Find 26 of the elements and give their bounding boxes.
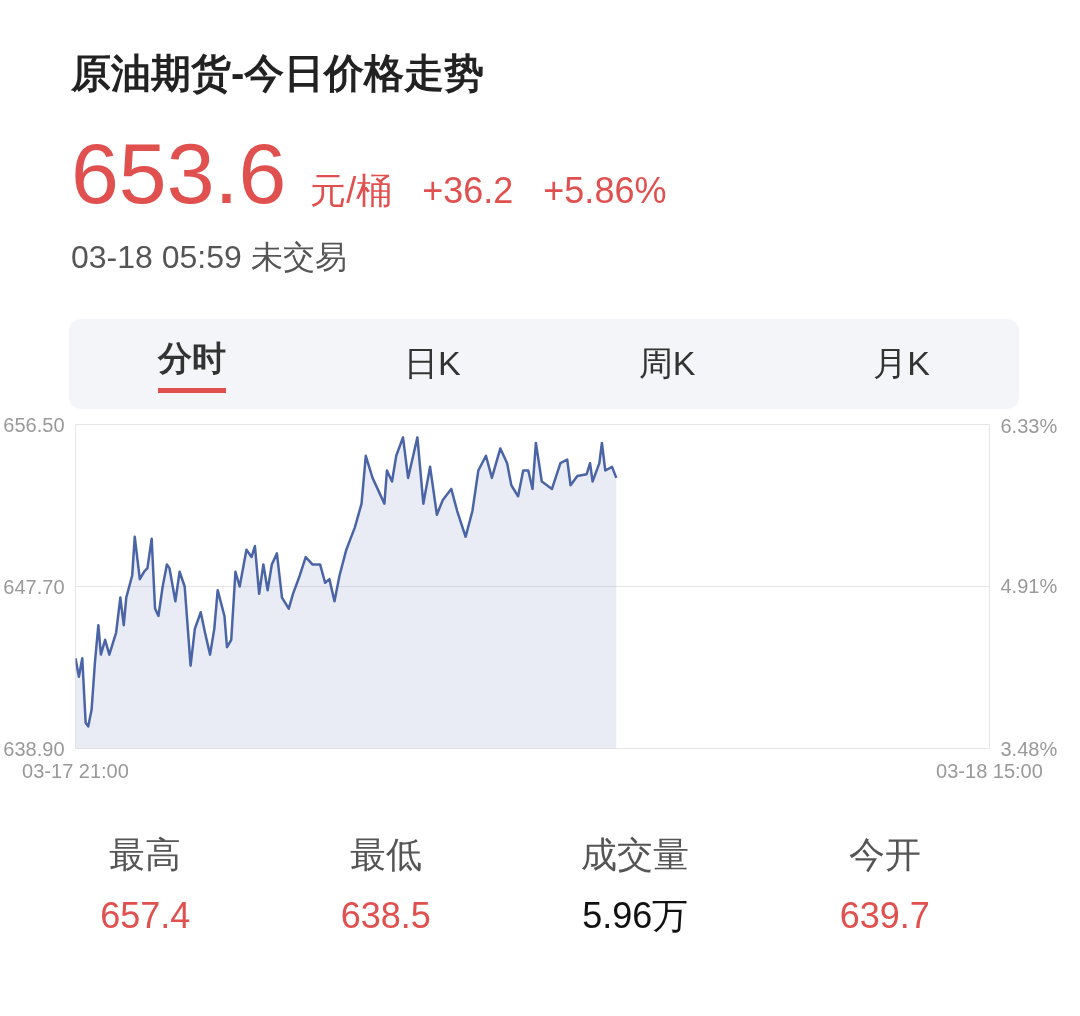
text: 最高	[108, 832, 183, 877]
text: +5.86%	[543, 170, 667, 212]
text: +36.2	[422, 170, 514, 212]
y2-tick-label: 6.33%	[1000, 414, 1058, 437]
text: 639.7	[839, 894, 930, 939]
text: 分时	[157, 333, 226, 394]
x-tick-label: 03-17 21:00	[22, 759, 129, 782]
y-tick-label: 656.50	[3, 413, 65, 436]
text: 638.5	[340, 894, 431, 939]
text: 月K	[873, 343, 930, 385]
text: 今开	[847, 832, 922, 877]
y-tick-label: 638.90	[3, 737, 65, 760]
text: 5.96万	[581, 894, 690, 939]
x-tick-label: 03-18 15:00	[936, 759, 1043, 782]
y-tick-label: 647.70	[3, 575, 65, 598]
text: 周K	[638, 343, 696, 385]
text: 最低	[348, 832, 423, 877]
y2-tick-label: 3.48%	[1000, 737, 1058, 760]
chart-title: 原油期货-今日价格走势	[71, 50, 486, 97]
text: 653.6	[71, 125, 287, 222]
text: 657.4	[100, 894, 191, 939]
text: 03-18 05:59 未交易	[71, 238, 348, 277]
text: 成交量	[581, 832, 690, 877]
text: 元/桶	[310, 170, 393, 212]
y2-tick-label: 4.91%	[1000, 574, 1058, 597]
text: 日K	[403, 343, 461, 385]
